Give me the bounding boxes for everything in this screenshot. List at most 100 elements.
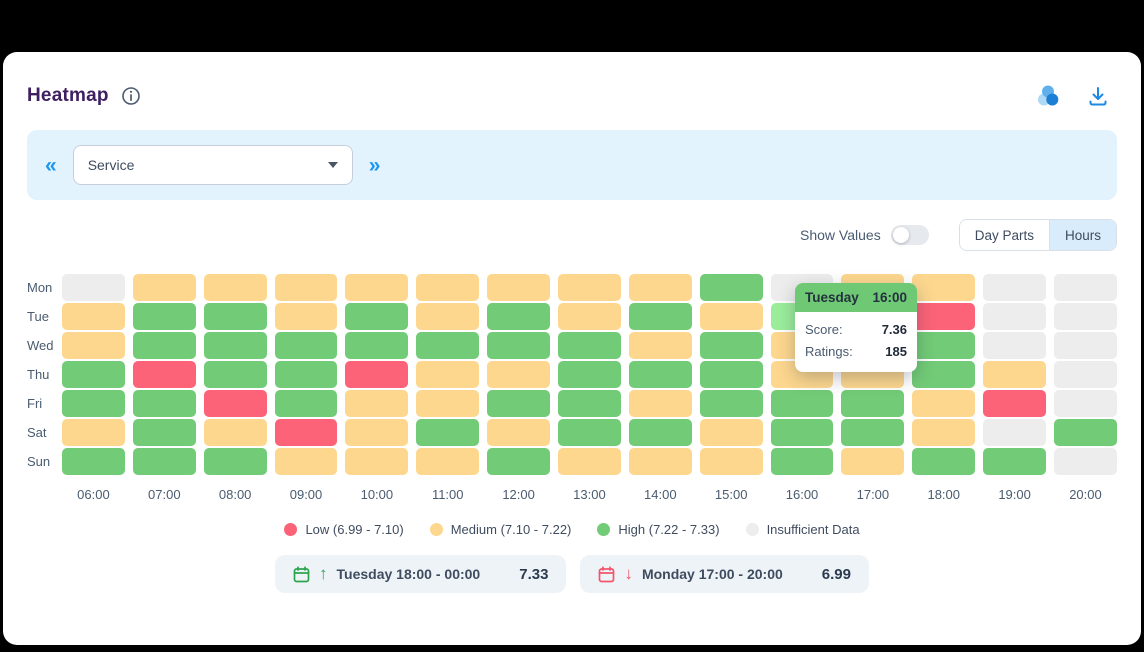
heatmap-cell[interactable] <box>274 361 338 388</box>
heatmap-cell[interactable] <box>841 390 905 417</box>
heatmap-cell[interactable] <box>699 419 763 446</box>
heatmap-cell[interactable] <box>841 419 905 446</box>
heatmap-cell[interactable] <box>487 303 551 330</box>
metric-select[interactable]: Service <box>72 145 353 185</box>
heatmap-cell[interactable] <box>1054 274 1117 301</box>
heatmap-cell[interactable] <box>62 274 125 301</box>
heatmap-cell[interactable] <box>1054 332 1117 359</box>
collapse-left-icon[interactable]: « <box>45 153 57 177</box>
heatmap-cell[interactable] <box>558 390 621 417</box>
heatmap-cell[interactable] <box>558 274 621 301</box>
heatmap-cell[interactable] <box>1054 303 1117 330</box>
heatmap-cell[interactable] <box>345 332 409 359</box>
heatmap-cell[interactable] <box>983 419 1047 446</box>
tab-hours[interactable]: Hours <box>1048 220 1116 250</box>
heatmap-cell[interactable] <box>558 419 621 446</box>
heatmap-cell[interactable] <box>203 332 267 359</box>
heatmap-cell[interactable] <box>983 390 1047 417</box>
heatmap-cell[interactable] <box>62 332 125 359</box>
heatmap-cell[interactable] <box>628 303 692 330</box>
heatmap-cell[interactable] <box>628 448 692 475</box>
heatmap-cell[interactable] <box>1054 419 1117 446</box>
heatmap-cell[interactable] <box>1054 448 1117 475</box>
heatmap-cell[interactable] <box>274 419 338 446</box>
heatmap-cell[interactable] <box>345 390 409 417</box>
heatmap-cell[interactable] <box>699 390 763 417</box>
heatmap-cell[interactable] <box>699 303 763 330</box>
heatmap-cell[interactable] <box>912 303 976 330</box>
heatmap-cell[interactable] <box>628 361 692 388</box>
heatmap-cell[interactable] <box>203 448 267 475</box>
heatmap-cell[interactable] <box>203 419 267 446</box>
heatmap-cell[interactable] <box>62 419 125 446</box>
heatmap-cell[interactable] <box>62 303 125 330</box>
heatmap-cell[interactable] <box>487 448 551 475</box>
heatmap-cell[interactable] <box>558 448 621 475</box>
heatmap-cell[interactable] <box>699 274 763 301</box>
heatmap-cell[interactable] <box>203 274 267 301</box>
heatmap-cell[interactable] <box>912 332 976 359</box>
heatmap-cell[interactable] <box>912 274 976 301</box>
heatmap-cell[interactable] <box>416 361 480 388</box>
heatmap-cell[interactable] <box>628 390 692 417</box>
heatmap-cell[interactable] <box>912 390 976 417</box>
heatmap-cell[interactable] <box>132 448 196 475</box>
heatmap-cell[interactable] <box>62 361 125 388</box>
heatmap-cell[interactable] <box>416 448 480 475</box>
heatmap-cell[interactable] <box>132 361 196 388</box>
heatmap-cell[interactable] <box>487 274 551 301</box>
heatmap-cell[interactable] <box>983 361 1047 388</box>
heatmap-cell[interactable] <box>770 419 834 446</box>
heatmap-cell[interactable] <box>274 390 338 417</box>
heatmap-cell[interactable] <box>699 448 763 475</box>
heatmap-cell[interactable] <box>558 361 621 388</box>
heatmap-cell[interactable] <box>983 448 1047 475</box>
heatmap-cell[interactable] <box>699 332 763 359</box>
heatmap-cell[interactable] <box>912 361 976 388</box>
heatmap-cell[interactable] <box>203 361 267 388</box>
info-icon[interactable] <box>121 86 141 106</box>
heatmap-cell[interactable] <box>62 448 125 475</box>
download-icon[interactable] <box>1087 85 1109 107</box>
show-values-toggle[interactable] <box>890 225 929 245</box>
heatmap-cell[interactable] <box>62 390 125 417</box>
heatmap-cell[interactable] <box>274 448 338 475</box>
heatmap-cell[interactable] <box>841 448 905 475</box>
tab-day-parts[interactable]: Day Parts <box>959 220 1049 250</box>
heatmap-cell[interactable] <box>345 419 409 446</box>
heatmap-cell[interactable] <box>203 303 267 330</box>
heatmap-cell[interactable] <box>416 332 480 359</box>
heatmap-cell[interactable] <box>912 419 976 446</box>
heatmap-cell[interactable] <box>699 361 763 388</box>
heatmap-cell[interactable] <box>983 332 1047 359</box>
heatmap-cell[interactable] <box>487 361 551 388</box>
heatmap-cell[interactable] <box>132 274 196 301</box>
heatmap-cell[interactable] <box>628 274 692 301</box>
heatmap-cell[interactable] <box>274 274 338 301</box>
heatmap-cell[interactable] <box>628 419 692 446</box>
heatmap-cell[interactable] <box>558 332 621 359</box>
heatmap-cell[interactable] <box>345 448 409 475</box>
heatmap-cell[interactable] <box>487 390 551 417</box>
heatmap-cell[interactable] <box>345 303 409 330</box>
heatmap-cell[interactable] <box>416 303 480 330</box>
heatmap-cell[interactable] <box>770 390 834 417</box>
heatmap-cell[interactable] <box>274 303 338 330</box>
heatmap-cell[interactable] <box>416 419 480 446</box>
compare-clusters-icon[interactable] <box>1035 83 1061 109</box>
heatmap-cell[interactable] <box>132 332 196 359</box>
heatmap-cell[interactable] <box>912 448 976 475</box>
heatmap-cell[interactable] <box>983 274 1047 301</box>
heatmap-cell[interactable] <box>628 332 692 359</box>
heatmap-cell[interactable] <box>558 303 621 330</box>
heatmap-cell[interactable] <box>1054 390 1117 417</box>
heatmap-cell[interactable] <box>132 303 196 330</box>
heatmap-cell[interactable] <box>416 390 480 417</box>
heatmap-cell[interactable] <box>132 390 196 417</box>
heatmap-cell[interactable] <box>345 361 409 388</box>
heatmap-cell[interactable] <box>487 419 551 446</box>
heatmap-cell[interactable] <box>416 274 480 301</box>
heatmap-cell[interactable] <box>770 448 834 475</box>
heatmap-cell[interactable] <box>487 332 551 359</box>
heatmap-cell[interactable] <box>1054 361 1117 388</box>
